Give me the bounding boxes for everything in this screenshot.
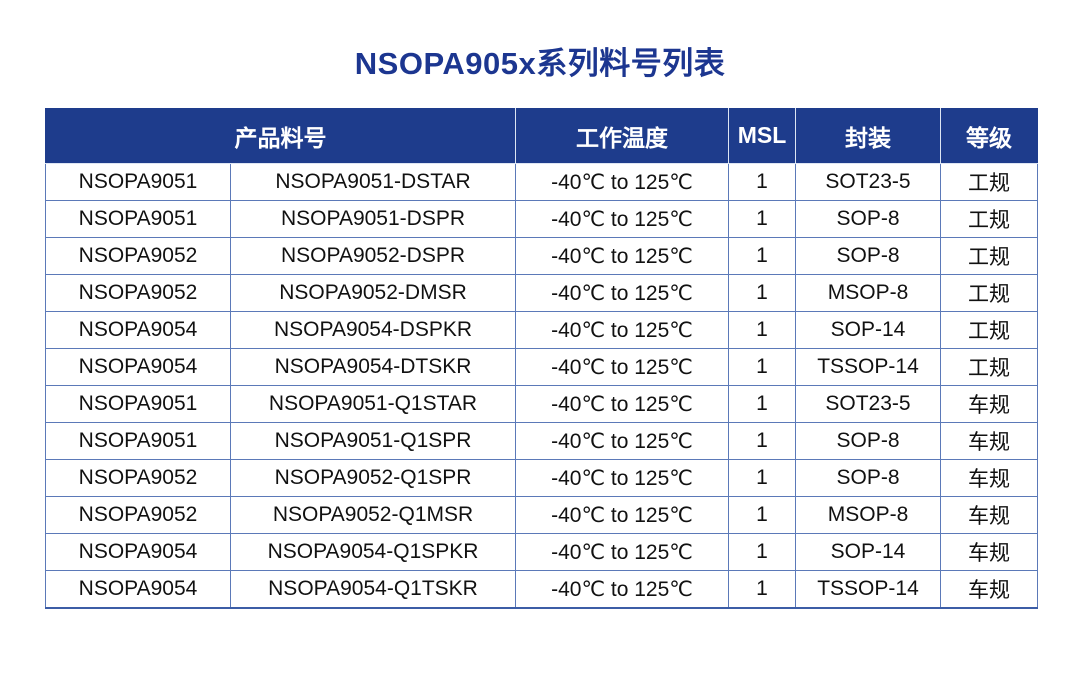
cell-temp: -40℃ to 125℃ bbox=[515, 200, 729, 238]
cell-msl: 1 bbox=[728, 163, 796, 201]
cell-temp: -40℃ to 125℃ bbox=[515, 422, 729, 460]
table-row: NSOPA9054 NSOPA9054-DTSKR -40℃ to 125℃ 1 TSS… bbox=[45, 348, 1038, 386]
cell-series: NSOPA9052 bbox=[45, 459, 231, 497]
table-row: NSOPA9052 NSOPA9052-Q1MSR -40℃ to 125℃ 1 MSO… bbox=[45, 496, 1038, 534]
cell-msl: 1 bbox=[728, 200, 796, 238]
cell-part: NSOPA9054-Q1TSKR bbox=[230, 570, 516, 609]
table-row: NSOPA9054 NSOPA9054-Q1TSKR -40℃ to 125℃ 1 TS… bbox=[45, 570, 1038, 609]
cell-temp: -40℃ to 125℃ bbox=[515, 348, 729, 386]
cell-grade: 车规 bbox=[940, 570, 1038, 609]
cell-msl: 1 bbox=[728, 348, 796, 386]
header-grade: 等级 bbox=[940, 108, 1038, 164]
table-header: 产品料号 工作温度 MSL 封装 等级 bbox=[45, 108, 1038, 164]
cell-msl: 1 bbox=[728, 533, 796, 571]
cell-package: SOP-8 bbox=[795, 200, 941, 238]
cell-package: MSOP-8 bbox=[795, 274, 941, 312]
cell-msl: 1 bbox=[728, 237, 796, 275]
table-body: NSOPA9051 NSOPA9051-DSTAR -40℃ to 125℃ 1 SOT… bbox=[45, 163, 1038, 609]
cell-grade: 车规 bbox=[940, 533, 1038, 571]
cell-grade: 工规 bbox=[940, 348, 1038, 386]
header-temp: 工作温度 bbox=[515, 108, 729, 164]
part-number-table: 产品料号 工作温度 MSL 封装 等级 NSOPA9051 NSOPA9051-D… bbox=[45, 108, 1038, 609]
cell-part: NSOPA9051-DSTAR bbox=[230, 163, 516, 201]
cell-series: NSOPA9054 bbox=[45, 533, 231, 571]
header-product: 产品料号 bbox=[45, 108, 516, 164]
cell-series: NSOPA9054 bbox=[45, 348, 231, 386]
cell-msl: 1 bbox=[728, 311, 796, 349]
table-row: NSOPA9051 NSOPA9051-Q1STAR -40℃ to 125℃ 1 SO… bbox=[45, 385, 1038, 423]
cell-grade: 工规 bbox=[940, 274, 1038, 312]
table-row: NSOPA9052 NSOPA9052-DMSR -40℃ to 125℃ 1 MSOP… bbox=[45, 274, 1038, 312]
cell-package: TSSOP-14 bbox=[795, 570, 941, 609]
cell-temp: -40℃ to 125℃ bbox=[515, 237, 729, 275]
cell-part: NSOPA9052-DSPR bbox=[230, 237, 516, 275]
cell-part: NSOPA9052-DMSR bbox=[230, 274, 516, 312]
cell-package: SOT23-5 bbox=[795, 163, 941, 201]
cell-grade: 车规 bbox=[940, 422, 1038, 460]
table-row: NSOPA9054 NSOPA9054-DSPKR -40℃ to 125℃ 1 SOP… bbox=[45, 311, 1038, 349]
cell-package: SOP-14 bbox=[795, 533, 941, 571]
cell-series: NSOPA9052 bbox=[45, 274, 231, 312]
cell-temp: -40℃ to 125℃ bbox=[515, 496, 729, 534]
cell-series: NSOPA9054 bbox=[45, 311, 231, 349]
cell-package: SOP-8 bbox=[795, 237, 941, 275]
cell-msl: 1 bbox=[728, 274, 796, 312]
table-row: NSOPA9051 NSOPA9051-DSTAR -40℃ to 125℃ 1 SOT… bbox=[45, 163, 1038, 201]
cell-grade: 车规 bbox=[940, 385, 1038, 423]
cell-series: NSOPA9052 bbox=[45, 496, 231, 534]
header-package: 封装 bbox=[795, 108, 941, 164]
table-row: NSOPA9052 NSOPA9052-DSPR -40℃ to 125℃ 1 SOP-… bbox=[45, 237, 1038, 275]
cell-package: SOP-8 bbox=[795, 459, 941, 497]
cell-series: NSOPA9051 bbox=[45, 200, 231, 238]
cell-part: NSOPA9051-Q1STAR bbox=[230, 385, 516, 423]
cell-series: NSOPA9054 bbox=[45, 570, 231, 609]
cell-temp: -40℃ to 125℃ bbox=[515, 385, 729, 423]
page-title: NSOPA905x系列料号列表 bbox=[354, 46, 726, 81]
cell-part: NSOPA9054-DTSKR bbox=[230, 348, 516, 386]
cell-package: SOP-8 bbox=[795, 422, 941, 460]
cell-package: SOT23-5 bbox=[795, 385, 941, 423]
cell-msl: 1 bbox=[728, 459, 796, 497]
header-msl: MSL bbox=[728, 108, 796, 164]
cell-series: NSOPA9052 bbox=[45, 237, 231, 275]
cell-temp: -40℃ to 125℃ bbox=[515, 311, 729, 349]
cell-msl: 1 bbox=[728, 422, 796, 460]
cell-msl: 1 bbox=[728, 385, 796, 423]
table-row: NSOPA9051 NSOPA9051-Q1SPR -40℃ to 125℃ 1 SOP… bbox=[45, 422, 1038, 460]
cell-temp: -40℃ to 125℃ bbox=[515, 274, 729, 312]
table-row: NSOPA9052 NSOPA9052-Q1SPR -40℃ to 125℃ 1 SOP… bbox=[45, 459, 1038, 497]
table-row: NSOPA9051 NSOPA9051-DSPR -40℃ to 125℃ 1 SOP-… bbox=[45, 200, 1038, 238]
cell-grade: 车规 bbox=[940, 496, 1038, 534]
cell-grade: 车规 bbox=[940, 459, 1038, 497]
cell-grade: 工规 bbox=[940, 163, 1038, 201]
cell-part: NSOPA9054-DSPKR bbox=[230, 311, 516, 349]
cell-package: SOP-14 bbox=[795, 311, 941, 349]
cell-series: NSOPA9051 bbox=[45, 163, 231, 201]
table-row: NSOPA9054 NSOPA9054-Q1SPKR -40℃ to 125℃ 1 SO… bbox=[45, 533, 1038, 571]
cell-temp: -40℃ to 125℃ bbox=[515, 570, 729, 609]
cell-part: NSOPA9052-Q1SPR bbox=[230, 459, 516, 497]
cell-series: NSOPA9051 bbox=[45, 422, 231, 460]
cell-part: NSOPA9051-Q1SPR bbox=[230, 422, 516, 460]
cell-part: NSOPA9051-DSPR bbox=[230, 200, 516, 238]
cell-part: NSOPA9054-Q1SPKR bbox=[230, 533, 516, 571]
cell-part: NSOPA9052-Q1MSR bbox=[230, 496, 516, 534]
cell-grade: 工规 bbox=[940, 237, 1038, 275]
cell-msl: 1 bbox=[728, 570, 796, 609]
cell-temp: -40℃ to 125℃ bbox=[515, 163, 729, 201]
cell-grade: 工规 bbox=[940, 200, 1038, 238]
cell-series: NSOPA9051 bbox=[45, 385, 231, 423]
cell-package: MSOP-8 bbox=[795, 496, 941, 534]
cell-package: TSSOP-14 bbox=[795, 348, 941, 386]
cell-grade: 工规 bbox=[940, 311, 1038, 349]
cell-msl: 1 bbox=[728, 496, 796, 534]
cell-temp: -40℃ to 125℃ bbox=[515, 459, 729, 497]
cell-temp: -40℃ to 125℃ bbox=[515, 533, 729, 571]
